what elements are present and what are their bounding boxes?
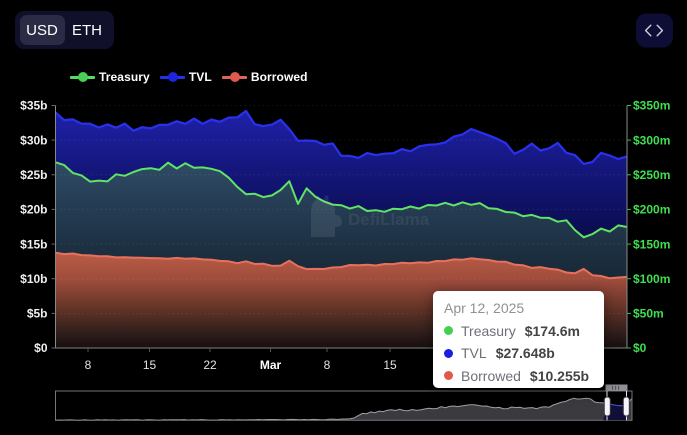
- svg-text:$35b: $35b: [20, 99, 47, 113]
- svg-text:$0: $0: [34, 341, 48, 355]
- svg-text:Mar: Mar: [260, 358, 282, 372]
- svg-text:$350m: $350m: [633, 99, 670, 113]
- svg-text:$200m: $200m: [633, 203, 670, 217]
- svg-text:$250m: $250m: [633, 168, 670, 182]
- svg-text:$300m: $300m: [633, 133, 670, 147]
- svg-text:$100m: $100m: [633, 272, 670, 286]
- svg-text:$25b: $25b: [20, 168, 47, 182]
- svg-text:22: 22: [203, 358, 217, 372]
- svg-text:$30b: $30b: [20, 133, 47, 147]
- svg-text:8: 8: [85, 358, 92, 372]
- svg-text:$0: $0: [633, 341, 647, 355]
- svg-text:15: 15: [143, 358, 157, 372]
- svg-text:15: 15: [383, 358, 397, 372]
- svg-text:$15b: $15b: [20, 237, 47, 251]
- svg-text:$5b: $5b: [27, 307, 48, 321]
- svg-text:8: 8: [324, 358, 331, 372]
- svg-text:$50m: $50m: [633, 307, 664, 321]
- svg-text:$150m: $150m: [633, 237, 670, 251]
- svg-text:DefiLlama: DefiLlama: [348, 210, 430, 229]
- svg-text:$10b: $10b: [20, 272, 47, 286]
- svg-text:$20b: $20b: [20, 203, 47, 217]
